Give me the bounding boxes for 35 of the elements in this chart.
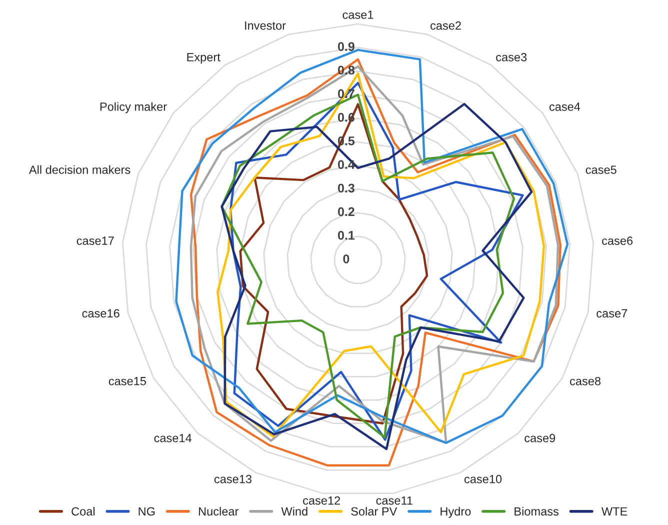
- spoke-label: case14: [154, 434, 192, 442]
- spoke-label: case8: [570, 376, 601, 386]
- legend-label: Nuclear: [198, 506, 238, 516]
- spoke-label: case11: [376, 496, 412, 505]
- spoke-label: case7: [596, 309, 628, 318]
- spoke-label: case4: [549, 102, 580, 111]
- y-tick-label: 0.3: [338, 184, 354, 193]
- legend-label: Solar PV: [351, 506, 398, 516]
- spoke-label: case9: [524, 434, 556, 442]
- y-tick-label: 0: [343, 254, 350, 264]
- spoke-label: case1: [342, 10, 374, 19]
- spoke-label: case3: [496, 52, 527, 62]
- spoke-label: case17: [76, 236, 114, 245]
- spoke-label: Policy maker: [100, 102, 167, 114]
- legend-label: WTE: [601, 507, 628, 516]
- legend-label: NG: [138, 507, 155, 516]
- legend-label: Biomass: [514, 506, 559, 516]
- spoke-label: case6: [602, 236, 633, 245]
- spoke-label: case12: [303, 496, 340, 505]
- legend-label: Wind: [281, 506, 308, 516]
- spoke-label: All decision makers: [28, 165, 130, 174]
- legend-label: Coal: [72, 506, 95, 516]
- spoke-label: Expert: [187, 53, 220, 64]
- y-tick-label: 0.9: [338, 42, 354, 51]
- spoke-label: case15: [108, 377, 146, 386]
- y-tick-label: 0.4: [338, 160, 355, 169]
- legend-label: Hydro: [440, 506, 471, 518]
- spoke-label: case10: [464, 474, 502, 484]
- y-tick-label: 0.2: [338, 207, 354, 216]
- y-tick-label: 0.1: [338, 230, 355, 240]
- spoke-label: Investor: [245, 22, 286, 30]
- spoke-label: case2: [430, 21, 461, 30]
- spoke-label: case5: [586, 166, 616, 174]
- spoke-label: case16: [82, 309, 120, 318]
- spoke-label: case13: [214, 474, 252, 484]
